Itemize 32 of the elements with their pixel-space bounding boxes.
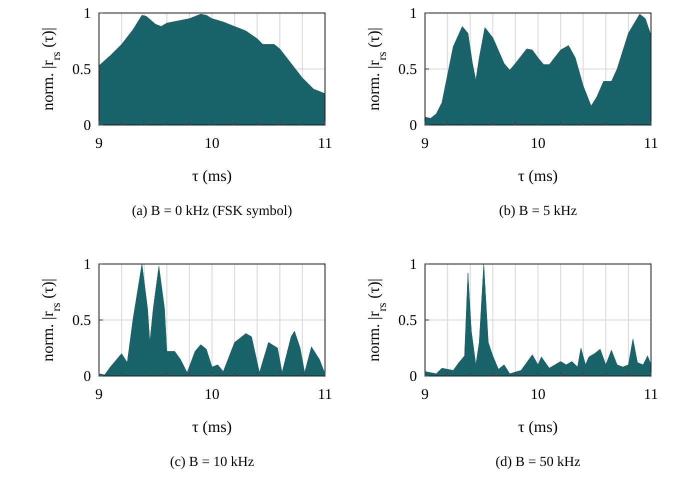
- y-tick-label: 1: [410, 257, 417, 273]
- text: (b) B = 5 kHz: [499, 204, 577, 219]
- text: (c) B = 10 kHz: [170, 455, 254, 470]
- x-tick-label: 11: [644, 136, 658, 152]
- y-tick-label: 0: [410, 118, 417, 134]
- y-tick-label: 1: [84, 257, 91, 273]
- x-tick-label: 11: [318, 136, 332, 152]
- x-tick-label: 9: [421, 136, 429, 152]
- x-tick-label: 11: [318, 387, 332, 403]
- x-tick-label: 9: [421, 387, 429, 403]
- y-tick-label: 1: [84, 6, 91, 22]
- y-tick-label: 0: [84, 369, 91, 385]
- x-axis-title: τ (ms): [518, 168, 558, 185]
- x-axis-title: τ (ms): [192, 419, 232, 436]
- y-tick-label: 0.5: [72, 62, 91, 78]
- x-tick-label: 10: [204, 387, 220, 403]
- x-tick-label: 9: [95, 387, 103, 403]
- y-tick-label: 0: [84, 118, 91, 134]
- x-tick-label: 10: [530, 387, 546, 403]
- y-tick-label: 1: [410, 6, 417, 22]
- x-axis-title: τ (ms): [192, 168, 232, 185]
- x-tick-label: 11: [644, 387, 658, 403]
- x-axis-title: τ (ms): [518, 419, 558, 436]
- text: (d) B = 50 kHz: [496, 455, 580, 470]
- x-tick-label: 9: [95, 136, 103, 152]
- y-tick-label: 0: [410, 369, 417, 385]
- y-tick-label: 0.5: [72, 313, 91, 329]
- y-tick-label: 0.5: [398, 62, 417, 78]
- y-tick-label: 0.5: [398, 313, 417, 329]
- text: (a) B = 0 kHz (FSK symbol): [132, 204, 292, 219]
- x-tick-label: 10: [204, 136, 220, 152]
- x-tick-label: 10: [530, 136, 546, 152]
